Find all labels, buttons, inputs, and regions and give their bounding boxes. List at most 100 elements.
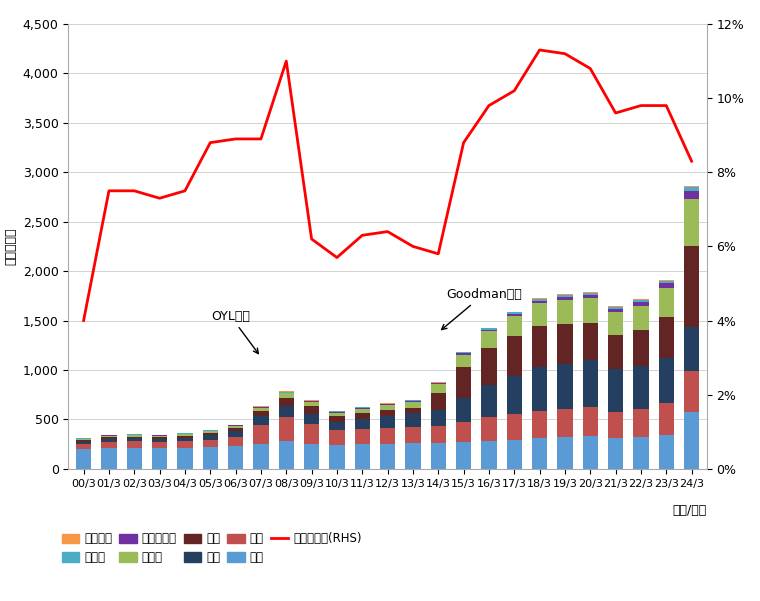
Bar xyxy=(608,438,623,469)
Bar xyxy=(152,438,167,439)
Bar xyxy=(329,416,344,422)
Bar xyxy=(659,317,674,358)
Bar xyxy=(431,442,446,469)
Bar xyxy=(253,426,268,444)
Bar xyxy=(329,422,344,430)
Bar xyxy=(456,398,471,422)
Bar xyxy=(76,442,91,444)
Bar xyxy=(76,440,91,442)
Bar xyxy=(532,304,547,326)
Bar xyxy=(355,413,370,419)
Bar xyxy=(532,300,547,304)
Bar xyxy=(684,246,699,328)
Bar xyxy=(279,398,294,406)
Bar xyxy=(507,314,522,316)
Bar xyxy=(684,199,699,246)
Bar xyxy=(431,383,446,384)
Bar xyxy=(177,441,192,448)
Bar xyxy=(355,408,370,409)
Bar xyxy=(127,448,142,469)
Bar xyxy=(583,294,598,298)
Bar xyxy=(431,410,446,426)
Bar xyxy=(456,422,471,442)
Bar xyxy=(532,411,547,438)
Bar xyxy=(684,412,699,469)
Bar xyxy=(228,432,243,437)
Bar xyxy=(329,413,344,416)
Bar xyxy=(608,312,623,335)
Bar xyxy=(405,401,420,407)
Bar xyxy=(76,444,91,449)
Bar xyxy=(608,370,623,412)
Bar xyxy=(279,406,294,417)
Bar xyxy=(76,449,91,469)
Bar xyxy=(583,360,598,406)
Bar xyxy=(481,348,496,385)
Bar xyxy=(481,417,496,441)
Bar xyxy=(456,353,471,355)
Bar xyxy=(380,410,395,416)
Bar xyxy=(355,419,370,429)
Bar xyxy=(659,358,674,403)
Bar xyxy=(481,385,496,417)
Bar xyxy=(253,444,268,469)
Bar xyxy=(481,441,496,469)
Bar xyxy=(532,299,547,300)
Bar xyxy=(304,414,319,424)
Bar xyxy=(583,298,598,323)
Bar xyxy=(127,436,142,438)
Bar xyxy=(684,188,699,191)
Bar xyxy=(583,291,598,293)
Bar xyxy=(304,406,319,414)
Bar xyxy=(507,336,522,376)
Legend: アフリカ, 中近東, オセアニア, アジア, 米州, 中国, 欧州, 日本, 営業利益率(RHS): アフリカ, 中近東, オセアニア, アジア, 米州, 中国, 欧州, 日本, 営… xyxy=(62,532,362,564)
Bar xyxy=(456,352,471,353)
Bar xyxy=(633,302,648,306)
Bar xyxy=(431,393,446,410)
Bar xyxy=(557,437,572,469)
Bar xyxy=(507,415,522,439)
Bar xyxy=(101,438,116,439)
Bar xyxy=(380,404,395,405)
Bar xyxy=(329,412,344,413)
Bar xyxy=(532,298,547,299)
Bar xyxy=(203,447,218,469)
Bar xyxy=(608,412,623,438)
Bar xyxy=(253,408,268,412)
Bar xyxy=(203,433,218,435)
Bar xyxy=(633,409,648,437)
Bar xyxy=(684,191,699,199)
Bar xyxy=(608,309,623,312)
Bar xyxy=(177,434,192,436)
Bar xyxy=(253,412,268,416)
Bar xyxy=(507,376,522,415)
Text: OYL買収: OYL買収 xyxy=(211,310,258,353)
Bar xyxy=(557,409,572,437)
Bar xyxy=(101,436,116,438)
Bar xyxy=(633,365,648,409)
Bar xyxy=(380,405,395,410)
Bar xyxy=(355,429,370,444)
Bar xyxy=(228,437,243,446)
Bar xyxy=(380,428,395,444)
Bar xyxy=(405,443,420,469)
Bar xyxy=(633,300,648,302)
Bar xyxy=(279,417,294,441)
Bar xyxy=(304,402,319,406)
Bar xyxy=(279,394,294,398)
Bar xyxy=(456,442,471,469)
Bar xyxy=(507,311,522,313)
Bar xyxy=(659,403,674,435)
Bar xyxy=(329,445,344,469)
Bar xyxy=(633,306,648,331)
Bar xyxy=(532,438,547,469)
Bar xyxy=(279,392,294,394)
Bar xyxy=(304,444,319,469)
Bar xyxy=(228,426,243,429)
Bar xyxy=(659,281,674,284)
Bar xyxy=(557,297,572,300)
Bar xyxy=(557,325,572,364)
Bar xyxy=(557,300,572,325)
Bar xyxy=(557,364,572,409)
Bar xyxy=(431,384,446,393)
